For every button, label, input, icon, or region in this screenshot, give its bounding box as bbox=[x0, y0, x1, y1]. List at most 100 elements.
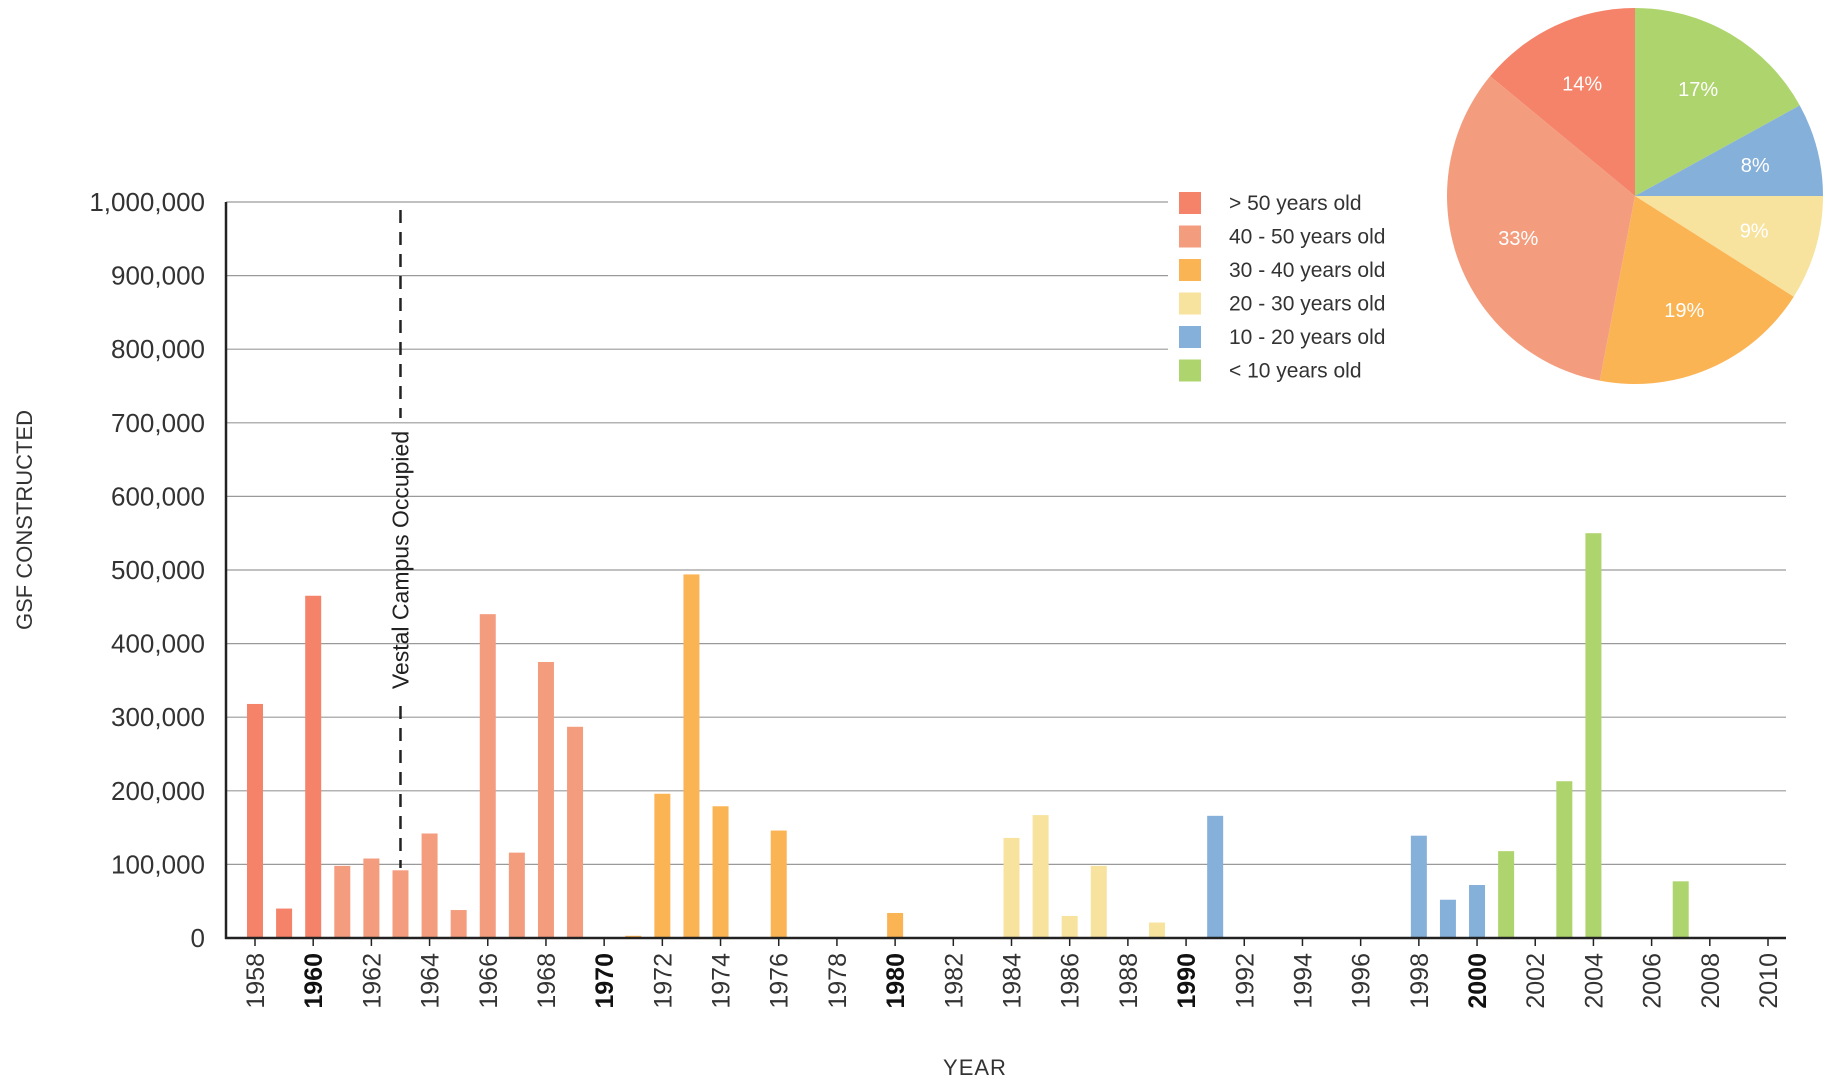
x-axis-title: YEAR bbox=[943, 1055, 1007, 1080]
x-tick-label: 2004 bbox=[1580, 953, 1608, 1009]
y-tick-label: 100,000 bbox=[111, 849, 205, 879]
pie-label: 14% bbox=[1562, 74, 1602, 96]
bar-1958 bbox=[247, 703, 263, 938]
x-tick-label: 1958 bbox=[242, 953, 270, 1009]
legend-label: 30 - 40 years old bbox=[1229, 259, 1385, 282]
bar-1999 bbox=[1439, 899, 1456, 938]
x-tick-label: 1986 bbox=[1057, 953, 1085, 1009]
x-tick-label: 1962 bbox=[358, 953, 386, 1009]
legend: > 50 years old 40 - 50 years old 30 - 40 y… bbox=[1179, 192, 1385, 383]
bar-1960 bbox=[305, 595, 322, 938]
legend-swatch bbox=[1179, 192, 1201, 214]
y-tick-label: 0 bbox=[191, 923, 205, 953]
x-tick-label: 1964 bbox=[417, 953, 445, 1009]
bar-1986 bbox=[1061, 915, 1078, 938]
x-tick-label: 2002 bbox=[1522, 953, 1550, 1009]
pie-label: 8% bbox=[1741, 155, 1770, 177]
y-tick-label: 700,000 bbox=[111, 408, 205, 438]
x-tick-label: 2008 bbox=[1697, 953, 1725, 1009]
pie-slice bbox=[1599, 196, 1794, 385]
bar-1962 bbox=[363, 858, 380, 938]
legend-label: 20 - 30 years old bbox=[1229, 293, 1385, 316]
x-tick-label: 1978 bbox=[824, 953, 852, 1009]
bar-1972 bbox=[654, 793, 671, 938]
legend-label: 10 - 20 years old bbox=[1229, 326, 1385, 349]
pie-label: 33% bbox=[1498, 228, 1538, 250]
x-tick-label: 1976 bbox=[766, 953, 794, 1009]
bar-1963 bbox=[392, 870, 409, 938]
y-tick-labels: 0 100,000 200,000 300,000 400,000 500,000 600,… bbox=[89, 187, 205, 953]
bar-2007 bbox=[1672, 881, 1689, 938]
bar-1991 bbox=[1207, 815, 1224, 938]
x-tick-label: 1974 bbox=[708, 953, 736, 1009]
x-tick-label: 2010 bbox=[1755, 953, 1783, 1009]
pie-chart: 17% 8% 9% 19% 33% 14% bbox=[1447, 8, 1823, 385]
bar-1984 bbox=[1003, 837, 1020, 938]
y-tick-label: 400,000 bbox=[111, 629, 205, 659]
pie-slice bbox=[1490, 8, 1635, 196]
legend-swatch bbox=[1179, 292, 1201, 315]
bar-1976 bbox=[770, 830, 787, 938]
pie-label: 9% bbox=[1740, 221, 1769, 243]
bar-1959 bbox=[276, 908, 293, 938]
bar-2000 bbox=[1469, 885, 1486, 938]
bar-1998 bbox=[1410, 835, 1427, 938]
x-tick-label: 1984 bbox=[999, 953, 1027, 1009]
x-tick-label: 1988 bbox=[1115, 953, 1143, 1009]
legend-swatch bbox=[1179, 259, 1201, 281]
bar-1974 bbox=[712, 806, 729, 938]
y-tick-label: 500,000 bbox=[111, 555, 205, 585]
pie-slice bbox=[1635, 196, 1823, 297]
y-tick-label: 900,000 bbox=[111, 261, 205, 291]
bar-1966 bbox=[479, 614, 496, 938]
pie-slice bbox=[1447, 76, 1635, 381]
bar-2001 bbox=[1498, 851, 1515, 938]
y-axis-title: GSF CONSTRUCTED bbox=[12, 410, 37, 630]
y-tick-label: 200,000 bbox=[111, 776, 205, 806]
x-tick-label: 1990 bbox=[1173, 953, 1201, 1009]
y-tick-label: 800,000 bbox=[111, 334, 205, 364]
y-tick-label: 600,000 bbox=[111, 481, 205, 511]
x-tick-label: 1972 bbox=[649, 953, 677, 1009]
bar-1961 bbox=[334, 865, 351, 938]
bar-1964 bbox=[421, 833, 438, 938]
x-tick-label: 1996 bbox=[1348, 953, 1376, 1009]
legend-label: > 50 years old bbox=[1229, 192, 1362, 215]
bar-1973 bbox=[683, 574, 700, 938]
x-tick-label: 1966 bbox=[475, 953, 503, 1009]
bar-1989 bbox=[1148, 922, 1165, 938]
x-tick-label: 2000 bbox=[1464, 953, 1492, 1009]
bar-1968 bbox=[537, 662, 554, 938]
x-tick-label: 1980 bbox=[882, 953, 910, 1009]
bar-1969 bbox=[567, 726, 584, 938]
legend-swatch bbox=[1179, 326, 1201, 348]
pie-label: 17% bbox=[1678, 79, 1718, 101]
pie-label: 19% bbox=[1664, 300, 1704, 322]
annotation: Vestal Campus Occupied bbox=[387, 210, 413, 868]
legend-label: < 10 years old bbox=[1229, 360, 1362, 383]
bar-1985 bbox=[1032, 815, 1049, 938]
y-tick-label: 1,000,000 bbox=[89, 187, 205, 217]
x-tick-label: 1998 bbox=[1406, 953, 1434, 1009]
bar-1987 bbox=[1090, 865, 1107, 938]
axes bbox=[224, 202, 1786, 940]
bar-2003 bbox=[1556, 781, 1573, 938]
legend-swatch bbox=[1179, 359, 1201, 382]
legend-label: 40 - 50 years old bbox=[1229, 226, 1385, 249]
legend-swatch bbox=[1179, 225, 1201, 248]
pie-slice bbox=[1635, 105, 1823, 196]
bar-1967 bbox=[508, 852, 525, 938]
y-tick-label: 300,000 bbox=[111, 702, 205, 732]
pie-slice bbox=[1635, 8, 1800, 196]
x-tick-label: 2006 bbox=[1639, 953, 1667, 1009]
bar-1980 bbox=[887, 912, 904, 938]
x-tick-labels: 1958 1960 1962 1964 1966 1968 1970 1972 1974 1976… bbox=[242, 938, 1783, 1009]
annotation-label: Vestal Campus Occupied bbox=[387, 431, 413, 689]
bar-2004 bbox=[1585, 533, 1602, 938]
bars bbox=[247, 533, 1689, 938]
x-tick-label: 1992 bbox=[1231, 953, 1259, 1009]
x-tick-label: 1994 bbox=[1289, 953, 1317, 1009]
x-tick-label: 1982 bbox=[940, 953, 968, 1009]
